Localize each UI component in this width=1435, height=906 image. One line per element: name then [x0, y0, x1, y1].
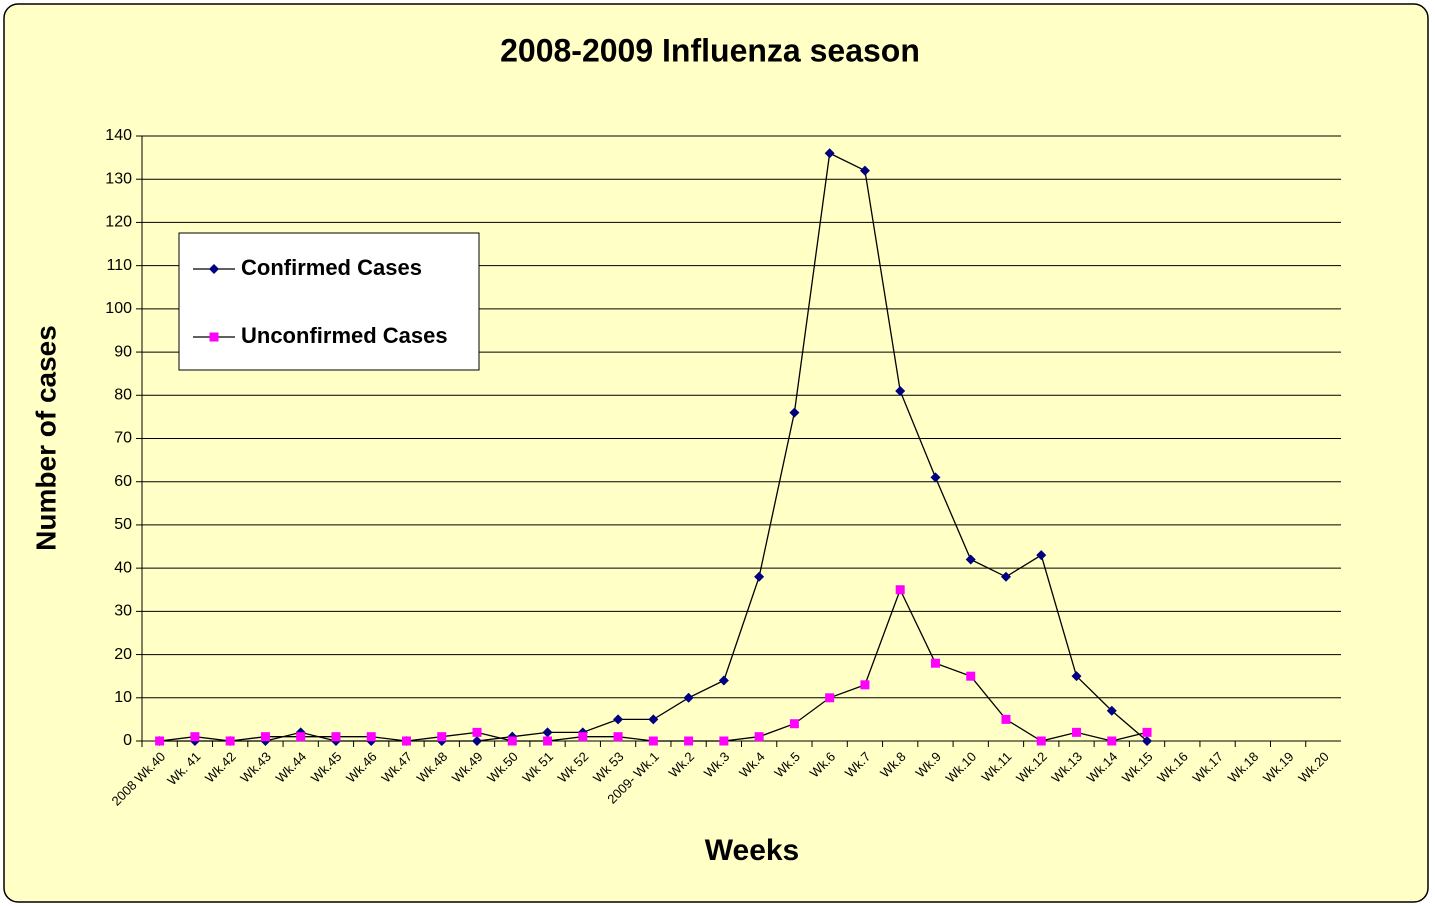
y-tick-label: 60: [114, 473, 132, 490]
data-point: [895, 585, 905, 595]
data-point: [190, 732, 200, 742]
legend-marker: [209, 332, 219, 342]
y-tick-label: 120: [105, 214, 132, 231]
data-point: [613, 714, 624, 725]
data-point: [1106, 705, 1117, 716]
y-tick-label: 20: [114, 646, 132, 663]
data-point: [683, 692, 694, 703]
data-point: [966, 671, 976, 681]
y-tick-label: 70: [114, 430, 132, 447]
data-point: [1107, 736, 1117, 746]
data-point: [260, 732, 270, 742]
y-tick-label: 30: [114, 603, 132, 620]
y-axis-label: Number of cases: [30, 325, 61, 551]
x-axis-label: Weeks: [705, 834, 800, 867]
data-point: [331, 732, 341, 742]
data-point: [543, 736, 553, 746]
data-point: [789, 719, 799, 729]
data-point: [1036, 550, 1047, 561]
data-point: [578, 732, 588, 742]
data-point: [859, 165, 870, 176]
data-point: [401, 736, 411, 746]
y-tick-label: 100: [105, 300, 132, 317]
data-point: [296, 732, 306, 742]
data-point: [895, 385, 906, 396]
data-point: [507, 736, 517, 746]
data-point: [472, 727, 482, 737]
data-point: [648, 736, 658, 746]
data-point: [1036, 736, 1046, 746]
data-point: [825, 693, 835, 703]
data-point: [1071, 671, 1082, 682]
data-point: [719, 736, 729, 746]
data-point: [930, 658, 940, 668]
data-point: [472, 736, 483, 746]
data-point: [824, 148, 835, 159]
data-point: [718, 675, 729, 686]
y-tick-label: 90: [114, 343, 132, 360]
data-point: [542, 727, 553, 738]
data-point: [1142, 736, 1153, 746]
legend-label: Unconfirmed Cases: [241, 323, 448, 348]
chart-title: 2008-2009 Influenza season: [500, 32, 920, 68]
y-tick-label: 130: [105, 170, 132, 187]
y-tick-label: 50: [114, 516, 132, 533]
data-point: [613, 732, 623, 742]
data-point: [965, 554, 976, 565]
data-point: [1001, 714, 1011, 724]
data-point: [366, 732, 376, 742]
y-tick-label: 10: [114, 689, 132, 706]
y-tick-label: 80: [114, 387, 132, 404]
data-point: [754, 571, 765, 582]
legend-marker: [209, 264, 219, 274]
legend-label: Confirmed Cases: [241, 255, 422, 280]
data-point: [437, 732, 447, 742]
data-point: [225, 736, 235, 746]
data-point: [754, 732, 764, 742]
chart-background: [3, 3, 1429, 903]
data-point: [684, 736, 694, 746]
data-point: [1142, 727, 1152, 737]
data-point: [860, 680, 870, 690]
data-point: [789, 407, 800, 418]
data-point: [1072, 727, 1082, 737]
y-tick-label: 110: [106, 257, 132, 274]
legend-box: [178, 232, 480, 371]
data-point: [648, 714, 659, 725]
data-point: [930, 472, 941, 483]
y-tick-label: 40: [114, 559, 132, 576]
y-tick-label: 140: [105, 127, 132, 144]
y-tick-label: 0: [123, 732, 132, 749]
data-point: [155, 736, 165, 746]
data-point: [1000, 571, 1011, 582]
